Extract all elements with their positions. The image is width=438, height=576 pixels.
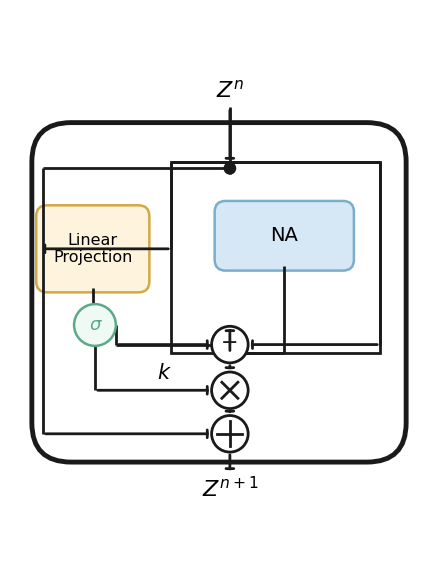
Text: Linear
Projection: Linear Projection: [53, 233, 132, 265]
Bar: [171, 162, 380, 353]
Circle shape: [224, 162, 236, 174]
Circle shape: [212, 372, 248, 408]
Text: NA: NA: [270, 226, 298, 245]
Circle shape: [212, 326, 248, 363]
Text: $k$: $k$: [157, 363, 172, 383]
FancyBboxPatch shape: [36, 205, 149, 293]
FancyBboxPatch shape: [215, 201, 354, 271]
Text: −: −: [221, 333, 239, 353]
Text: $Z^{n+1}$: $Z^{n+1}$: [201, 476, 258, 501]
Text: $Z^{n}$: $Z^{n}$: [216, 79, 244, 101]
Circle shape: [212, 415, 248, 452]
Circle shape: [74, 304, 116, 346]
FancyBboxPatch shape: [32, 123, 406, 462]
Text: σ: σ: [89, 316, 101, 334]
